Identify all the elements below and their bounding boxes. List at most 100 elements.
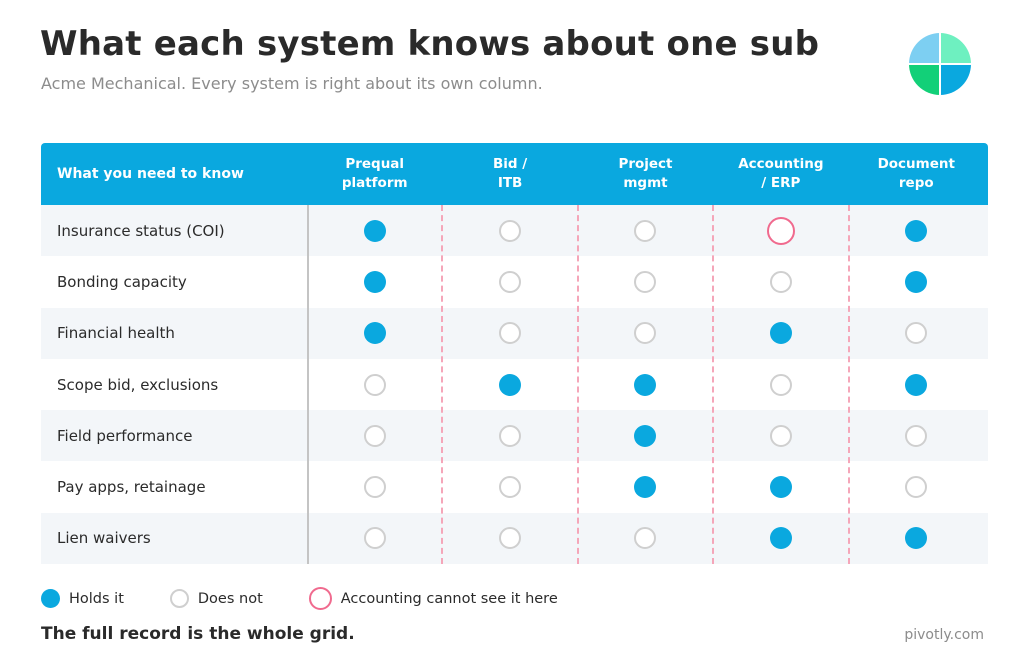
empty-circle-icon [363, 373, 386, 396]
table-row: Scope bid, exclusions [41, 358, 988, 411]
grid-cell [442, 219, 577, 242]
grid-cell [578, 476, 713, 499]
row-label: Lien waivers [57, 529, 151, 548]
table-header: What you need to know Prequal platform Bi… [41, 143, 988, 205]
grid-cell [713, 476, 848, 499]
row-label: Pay apps, retainage [57, 478, 206, 497]
empty-circle-icon [499, 476, 522, 499]
table-body: Insurance status (COI) Bonding capacity Fi… [41, 205, 988, 565]
filled-circle-icon [905, 270, 928, 293]
grid-cell [578, 322, 713, 345]
legend-label: Accounting cannot see it here [340, 590, 558, 607]
empty-circle-icon [905, 476, 928, 499]
empty-circle-icon [363, 476, 386, 499]
filled-circle-icon [41, 589, 60, 608]
grid-cell [442, 527, 577, 550]
grid-cell [307, 527, 442, 550]
filled-circle-icon [634, 424, 657, 447]
table-row: Pay apps, retainage [41, 461, 988, 513]
grid-cell [442, 373, 577, 396]
pink-ring-icon [766, 216, 795, 245]
logo-quadrant [909, 64, 940, 95]
empty-circle-icon [634, 270, 657, 293]
grid-cell [578, 219, 713, 242]
grid-cell [442, 322, 577, 345]
logo-quadrant [909, 33, 940, 64]
brand-logo-icon [909, 33, 971, 95]
logo-divider [939, 33, 941, 95]
legend-label: Does not [197, 590, 263, 607]
grid-cell [442, 476, 577, 499]
table-row: Lien waivers [41, 512, 988, 565]
grid-cell [849, 373, 984, 396]
column-header: Project mgmt [618, 156, 673, 191]
column-header: Prequal platform [341, 156, 408, 191]
table-row: Bonding capacity [41, 256, 988, 308]
grid-cell [578, 373, 713, 396]
legend-item-blind: Accounting cannot see it here [308, 587, 558, 610]
empty-circle-icon [363, 527, 386, 550]
empty-circle-icon [769, 373, 792, 396]
filled-circle-icon [905, 219, 928, 242]
empty-circle-icon [769, 270, 792, 293]
brand-link[interactable]: pivotly.com [904, 627, 984, 643]
grid-cell [713, 527, 848, 550]
column-divider-dashed [576, 205, 579, 564]
filled-circle-icon [363, 322, 386, 345]
empty-circle-icon [363, 424, 386, 447]
row-label: Field performance [57, 426, 193, 445]
grid-cell [307, 270, 442, 293]
filled-circle-icon [634, 373, 657, 396]
pink-ring-icon [308, 587, 332, 610]
legend-item-not: Does not [169, 589, 263, 608]
page-subtitle: Acme Mechanical. Every system is right a… [41, 74, 543, 93]
grid-cell [713, 270, 848, 293]
column-divider-dashed [441, 205, 444, 564]
filled-circle-icon [363, 270, 386, 293]
grid-cell [713, 373, 848, 396]
column-divider-dashed [712, 205, 715, 564]
empty-circle-icon [499, 270, 522, 293]
empty-circle-icon [634, 322, 657, 345]
grid-cell [849, 424, 984, 447]
grid-cell [578, 424, 713, 447]
page-title: What each system knows about one sub [40, 24, 820, 64]
table-row: Financial health [41, 307, 988, 359]
empty-circle-icon [499, 424, 522, 447]
empty-circle-icon [634, 219, 657, 242]
grid-cell [307, 373, 442, 396]
filled-circle-icon [905, 527, 928, 550]
empty-circle-icon [634, 527, 657, 550]
empty-circle-icon [499, 219, 522, 242]
filled-circle-icon [499, 373, 522, 396]
table-row: Field performance [41, 410, 988, 462]
row-label: Financial health [57, 324, 175, 343]
logo-quadrant [940, 64, 971, 95]
filled-circle-icon [905, 373, 928, 396]
column-header: Document repo [877, 156, 955, 191]
grid-cell [578, 270, 713, 293]
empty-circle-icon [169, 589, 189, 608]
table-row: Insurance status (COI) [41, 205, 988, 257]
filled-circle-icon [769, 527, 792, 550]
grid-cell [849, 527, 984, 550]
legend-label: Holds it [69, 590, 124, 607]
filled-circle-icon [769, 322, 792, 345]
grid-cell [849, 270, 984, 293]
legend-item-holds: Holds it [41, 589, 124, 608]
row-label: Bonding capacity [57, 272, 187, 291]
column-divider [307, 205, 309, 564]
grid-cell [849, 476, 984, 499]
column-header: Bid / ITB [492, 156, 528, 191]
row-label: Scope bid, exclusions [57, 375, 219, 394]
grid-cell [849, 322, 984, 345]
grid-cell [849, 219, 984, 242]
grid-cell [713, 216, 848, 245]
empty-circle-icon [905, 424, 928, 447]
grid-cell [578, 527, 713, 550]
grid-cell [307, 219, 442, 242]
header-first-cell: What you need to know [57, 166, 244, 182]
grid-cell [442, 270, 577, 293]
empty-circle-icon [499, 322, 522, 345]
logo-quadrant [940, 33, 971, 64]
